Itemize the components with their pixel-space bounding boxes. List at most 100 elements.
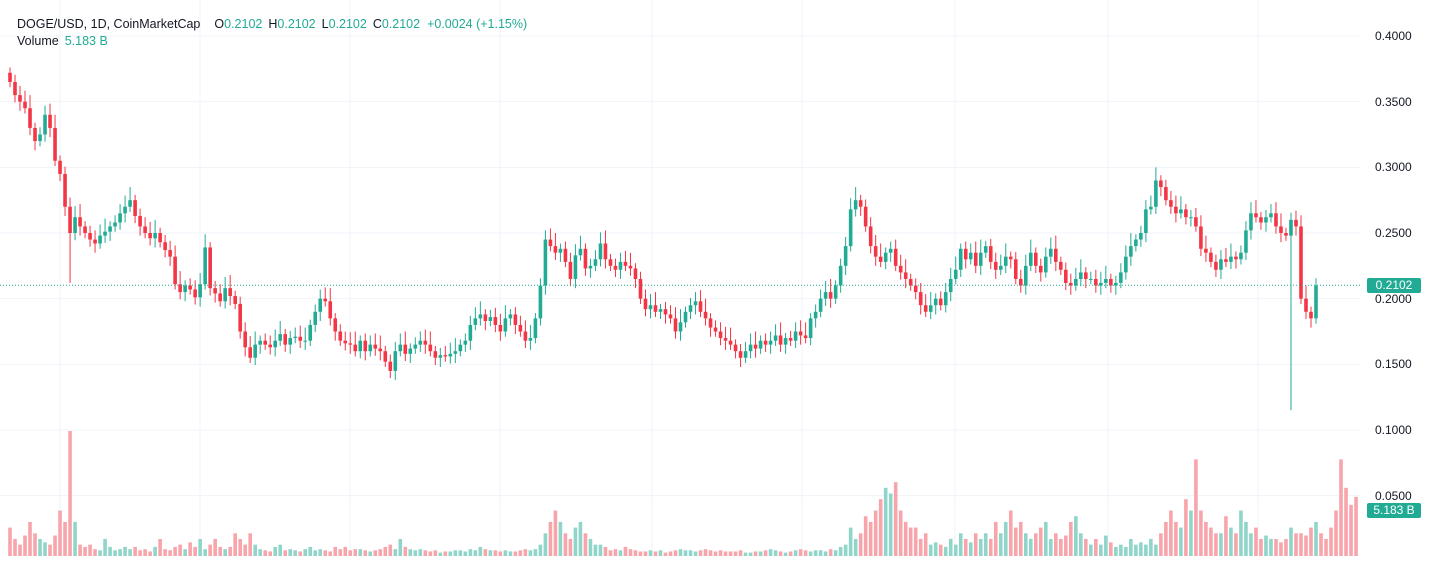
candle-body xyxy=(428,344,433,352)
volume-bar xyxy=(148,551,152,556)
volume-bar xyxy=(518,550,523,556)
volume-bar xyxy=(653,551,658,556)
volume-bar xyxy=(638,551,643,556)
candle-body xyxy=(1038,265,1043,273)
candle-body xyxy=(118,213,122,223)
volume-bar xyxy=(1209,527,1213,556)
candle-body xyxy=(988,246,993,262)
last-volume-tag: 5.183 B xyxy=(1367,503,1421,518)
volume-bar xyxy=(1038,527,1043,556)
volume-bar xyxy=(163,549,167,556)
volume-bar xyxy=(198,538,202,556)
volume-bar xyxy=(43,542,47,556)
candle-body xyxy=(778,335,783,345)
candle-body xyxy=(328,301,333,319)
volume-bar xyxy=(548,521,553,556)
candle-body xyxy=(283,334,288,345)
volume-bar xyxy=(248,533,252,556)
candle-body xyxy=(763,340,768,345)
candle-body xyxy=(218,293,222,302)
candle-body xyxy=(178,284,182,293)
volume-bar xyxy=(983,533,988,556)
volume-bar xyxy=(343,546,348,556)
y-tick-label: 0.2000 xyxy=(1375,291,1412,306)
candle-body xyxy=(1314,285,1318,319)
candle-body xyxy=(318,298,323,312)
candle-body xyxy=(18,95,22,102)
candle-body xyxy=(93,239,97,244)
candle-body xyxy=(568,261,573,279)
candle-body xyxy=(128,200,132,207)
candle-body xyxy=(618,261,623,270)
volume-bar xyxy=(438,552,443,556)
candle-body xyxy=(288,338,293,345)
candle-body xyxy=(823,292,828,299)
candle-body xyxy=(998,265,1003,270)
candle-body xyxy=(573,255,578,279)
candle-body xyxy=(1013,259,1018,279)
candle-body xyxy=(488,317,493,321)
volume-bar xyxy=(1229,527,1233,556)
volume-bar xyxy=(288,549,293,556)
candle-body xyxy=(348,343,353,345)
candle-body xyxy=(1089,278,1093,280)
volume-bar xyxy=(308,546,313,556)
low-label: L xyxy=(321,17,329,31)
candle-body xyxy=(528,338,533,341)
candle-body xyxy=(193,289,197,298)
candle-body xyxy=(1234,256,1238,260)
candle-body xyxy=(8,72,12,82)
volume-bar xyxy=(593,544,598,556)
volume-bar xyxy=(203,549,207,556)
volume-bar xyxy=(243,544,247,556)
candle-body xyxy=(1099,282,1103,286)
candle-body xyxy=(363,340,368,352)
volume-bar xyxy=(728,551,733,556)
volume-bar xyxy=(68,431,72,556)
close-value: 0.2102 xyxy=(381,17,421,31)
volume-bar xyxy=(868,521,873,556)
candle-body xyxy=(1109,278,1113,286)
candle-body xyxy=(703,311,708,319)
volume-bar xyxy=(268,551,272,556)
candle-body xyxy=(1194,217,1198,227)
volume-bar xyxy=(138,550,142,556)
candle-body xyxy=(203,247,207,285)
candle-body xyxy=(188,285,192,290)
candle-body xyxy=(263,340,267,345)
volume-bar xyxy=(948,538,953,556)
candle-body xyxy=(373,344,378,349)
volume-bar xyxy=(1319,533,1323,556)
volume-bar xyxy=(313,550,318,556)
y-tick-label: 0.3000 xyxy=(1375,160,1412,175)
volume-bar xyxy=(853,538,858,556)
candle-body xyxy=(143,226,147,233)
candle-body xyxy=(538,285,543,319)
volume-bar xyxy=(1154,544,1158,556)
candle-body xyxy=(183,285,187,293)
volume-bar xyxy=(993,521,998,556)
candle-body xyxy=(923,305,928,312)
candle-body xyxy=(1094,278,1098,286)
volume-bar xyxy=(423,550,428,556)
candle-body xyxy=(583,248,588,269)
volume-bar xyxy=(693,551,698,556)
candle-body xyxy=(388,361,393,371)
volume-bar xyxy=(918,538,923,556)
volume-bar xyxy=(33,533,37,556)
candle-body xyxy=(768,340,773,345)
candle-body xyxy=(463,340,468,345)
candle-body xyxy=(848,209,853,247)
candle-body xyxy=(1264,217,1268,223)
volume-bar xyxy=(778,551,783,556)
volume-bar xyxy=(143,549,147,556)
volume-bar xyxy=(113,550,117,556)
candle-body xyxy=(153,233,157,239)
candle-body xyxy=(1209,252,1213,262)
volume-bar xyxy=(1284,538,1288,556)
volume-bar xyxy=(368,551,373,556)
candle-body xyxy=(78,217,82,227)
volume-bar xyxy=(408,549,413,556)
